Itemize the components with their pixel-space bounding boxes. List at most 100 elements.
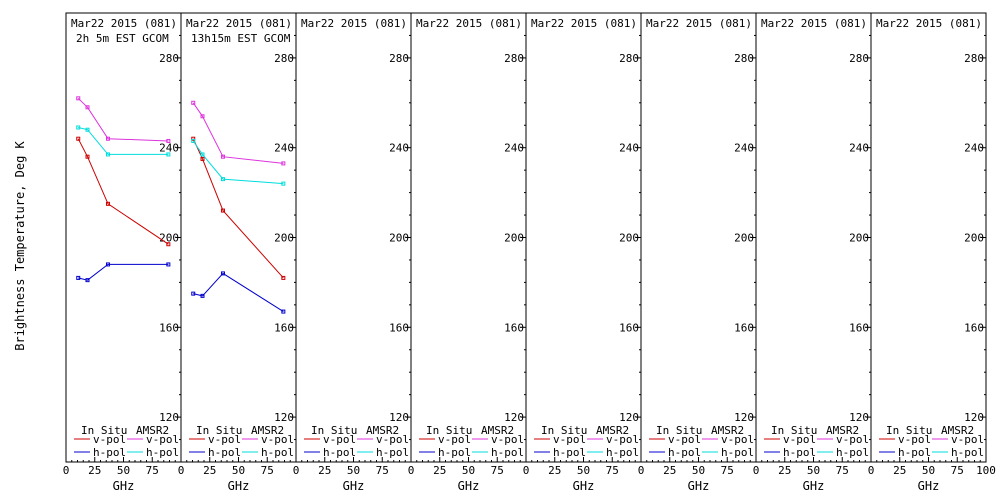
legend-insitu-hpol-label: h-pol: [438, 446, 471, 459]
panels: Mar22 2015 (081) 2h 5m EST GCOM 120 160 200 2…: [63, 12, 996, 493]
legend-insitu-vpol-label: v-pol: [93, 433, 126, 446]
y-tick-label: 120: [619, 411, 639, 424]
data-point: [85, 278, 90, 283]
x-axis-label: GHz: [803, 479, 825, 493]
y-tick-label: 240: [849, 142, 869, 155]
y-tick-label: 200: [964, 232, 984, 245]
legend-amsr2-hpol-label: h-pol: [606, 446, 639, 459]
legend-amsr2-hpol-label: h-pol: [721, 446, 754, 459]
panel-3: Mar22 2015 (081) 120 160 200 240 280 0 25 50 75 GH…: [293, 12, 412, 493]
legend-amsr2-hpol-label: h-pol: [951, 446, 984, 459]
series-line: [77, 97, 169, 142]
legend-insitu-hpol-label: h-pol: [898, 446, 931, 459]
x-tick-label: 25: [203, 464, 216, 477]
data-point: [191, 100, 196, 105]
panel-2: Mar22 2015 (081) 13h15m EST GCOM 120 160 200…: [178, 12, 297, 493]
y-tick-label: 200: [849, 232, 869, 245]
y-tick-label: 280: [274, 52, 294, 65]
x-tick-label: 0: [293, 464, 300, 477]
x-axis-label: GHz: [113, 479, 135, 493]
y-tick-label: 240: [274, 142, 294, 155]
legend-amsr2-header: AMSR2: [136, 424, 169, 437]
panel-6: Mar22 2015 (081) 120 160 200 240 280 0 25 50 75 GH…: [638, 12, 757, 493]
x-tick-label: 50: [807, 464, 820, 477]
x-tick-label: 75: [606, 464, 619, 477]
data-point: [105, 262, 110, 267]
data-point: [76, 136, 81, 141]
series-line: [193, 272, 284, 313]
x-axis-label: GHz: [918, 479, 940, 493]
series-line: [77, 138, 169, 245]
x-tick-label: 100: [976, 464, 996, 477]
legend-insitu-header: In Situ: [656, 424, 702, 437]
x-tick-label: 25: [548, 464, 561, 477]
x-tick-label: 50: [577, 464, 590, 477]
y-tick-label: 240: [389, 142, 409, 155]
legend-insitu-header: In Situ: [426, 424, 472, 437]
y-tick-label: 200: [389, 232, 409, 245]
y-tick-label: 120: [389, 411, 409, 424]
x-tick-label: 50: [922, 464, 935, 477]
legend-amsr2-vpol-label: v-pol: [146, 433, 179, 446]
y-tick-label: 240: [504, 142, 524, 155]
legend-amsr2-vpol-label: v-pol: [261, 433, 294, 446]
x-tick-label: 25: [778, 464, 791, 477]
data-point: [200, 152, 205, 157]
x-tick-label: 0: [408, 464, 415, 477]
legend-amsr2-header: AMSR2: [251, 424, 284, 437]
panel-4: Mar22 2015 (081) 120 160 200 240 280 0 25 50 75 GH…: [408, 12, 527, 493]
data-point: [105, 136, 110, 141]
legend-amsr2-vpol-label: v-pol: [376, 433, 409, 446]
y-tick-label: 200: [734, 232, 754, 245]
legend-insitu-header: In Situ: [771, 424, 817, 437]
y-tick-label: 280: [619, 52, 639, 65]
x-axis-label: GHz: [343, 479, 365, 493]
legend-amsr2-header: AMSR2: [711, 424, 744, 437]
x-tick-label: 75: [146, 464, 159, 477]
y-tick-label: 120: [274, 411, 294, 424]
x-tick-label: 0: [63, 464, 70, 477]
data-point: [166, 242, 171, 247]
legend-insitu-hpol-label: h-pol: [323, 446, 356, 459]
data-point: [220, 154, 225, 159]
data-point: [220, 208, 225, 213]
panel-title: Mar22 2015 (081): [531, 17, 637, 30]
legend-insitu-header: In Situ: [81, 424, 127, 437]
data-point: [166, 152, 171, 157]
legend-amsr2-hpol-label: h-pol: [376, 446, 409, 459]
legend-amsr2-header: AMSR2: [941, 424, 974, 437]
legend-insitu-header: In Situ: [886, 424, 932, 437]
legend-insitu-hpol-label: h-pol: [553, 446, 586, 459]
y-tick-label: 120: [849, 411, 869, 424]
data-point: [105, 201, 110, 206]
series-line: [192, 140, 284, 185]
y-tick-label: 200: [619, 232, 639, 245]
data-point: [76, 125, 81, 130]
panel-title: Mar22 2015 (081): [761, 17, 867, 30]
x-axis-label: GHz: [688, 479, 710, 493]
legend-insitu-hpol-label: h-pol: [208, 446, 241, 459]
y-tick-label: 160: [274, 321, 294, 334]
legend-amsr2-header: AMSR2: [481, 424, 514, 437]
panel-title: Mar22 2015 (081): [876, 17, 982, 30]
legend-amsr2-hpol-label: h-pol: [836, 446, 869, 459]
data-point: [85, 127, 90, 132]
x-tick-label: 0: [753, 464, 760, 477]
x-tick-label: 50: [462, 464, 475, 477]
data-point: [281, 181, 286, 186]
data-point: [191, 291, 196, 296]
y-tick-label: 280: [159, 52, 179, 65]
legend-insitu-vpol-label: v-pol: [553, 433, 586, 446]
legend-amsr2-vpol-label: v-pol: [951, 433, 984, 446]
x-tick-label: 50: [692, 464, 705, 477]
legend-insitu-header: In Situ: [311, 424, 357, 437]
data-point: [166, 262, 171, 267]
y-tick-label: 120: [734, 411, 754, 424]
x-tick-label: 75: [261, 464, 274, 477]
y-tick-label: 280: [964, 52, 984, 65]
y-tick-label: 240: [159, 142, 179, 155]
y-tick-label: 160: [964, 321, 984, 334]
y-tick-label: 240: [734, 142, 754, 155]
y-tick-label: 160: [389, 321, 409, 334]
